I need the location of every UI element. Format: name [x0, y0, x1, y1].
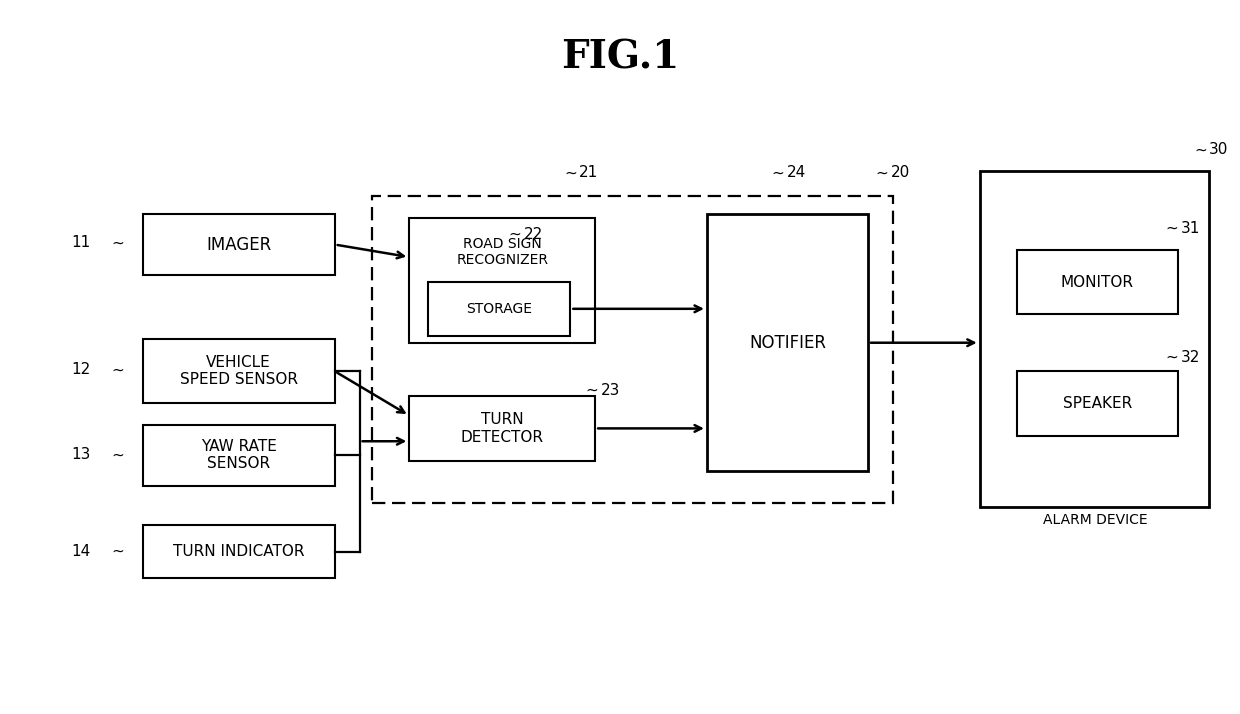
Bar — [1017, 250, 1178, 314]
Text: ~: ~ — [875, 165, 888, 181]
Bar — [1017, 371, 1178, 436]
Text: ~: ~ — [112, 543, 124, 559]
Text: ~: ~ — [1194, 142, 1207, 158]
Bar — [409, 396, 595, 461]
Text: ~: ~ — [1166, 349, 1178, 365]
Bar — [428, 282, 570, 336]
Text: 31: 31 — [1180, 221, 1200, 236]
Text: 23: 23 — [600, 383, 620, 398]
Bar — [409, 218, 595, 343]
Text: 12: 12 — [71, 362, 91, 378]
Text: FIG.1: FIG.1 — [560, 38, 680, 76]
Bar — [143, 525, 335, 578]
Text: 24: 24 — [786, 165, 806, 181]
Text: ~: ~ — [564, 165, 577, 181]
Text: IMAGER: IMAGER — [206, 236, 272, 253]
Text: ~: ~ — [112, 362, 124, 378]
Bar — [143, 339, 335, 403]
Bar — [143, 214, 335, 275]
Bar — [372, 196, 893, 503]
Text: NOTIFIER: NOTIFIER — [749, 333, 826, 352]
Text: 14: 14 — [71, 543, 91, 559]
Text: 30: 30 — [1209, 142, 1229, 158]
Text: VEHICLE
SPEED SENSOR: VEHICLE SPEED SENSOR — [180, 355, 298, 388]
Text: 22: 22 — [523, 226, 543, 242]
Text: ~: ~ — [112, 235, 124, 251]
Text: ~: ~ — [1166, 221, 1178, 236]
Bar — [980, 171, 1209, 507]
Text: STORAGE: STORAGE — [466, 302, 532, 316]
Text: ROAD SIGN
RECOGNIZER: ROAD SIGN RECOGNIZER — [456, 237, 548, 267]
Text: 20: 20 — [890, 165, 910, 181]
Text: TURN
DETECTOR: TURN DETECTOR — [461, 412, 543, 445]
Text: 11: 11 — [71, 235, 91, 251]
Text: SPEAKER: SPEAKER — [1063, 396, 1132, 411]
Text: ~: ~ — [112, 447, 124, 463]
Text: ALARM DEVICE: ALARM DEVICE — [1043, 513, 1147, 527]
Text: YAW RATE
SENSOR: YAW RATE SENSOR — [201, 439, 277, 471]
Text: 13: 13 — [71, 447, 91, 463]
Text: ~: ~ — [771, 165, 784, 181]
Text: 32: 32 — [1180, 349, 1200, 365]
Text: TURN INDICATOR: TURN INDICATOR — [172, 544, 305, 559]
Text: 21: 21 — [579, 165, 599, 181]
Bar — [707, 214, 868, 471]
Bar — [143, 425, 335, 486]
Text: MONITOR: MONITOR — [1061, 274, 1133, 290]
Text: ~: ~ — [585, 383, 598, 398]
Text: ~: ~ — [508, 226, 521, 242]
